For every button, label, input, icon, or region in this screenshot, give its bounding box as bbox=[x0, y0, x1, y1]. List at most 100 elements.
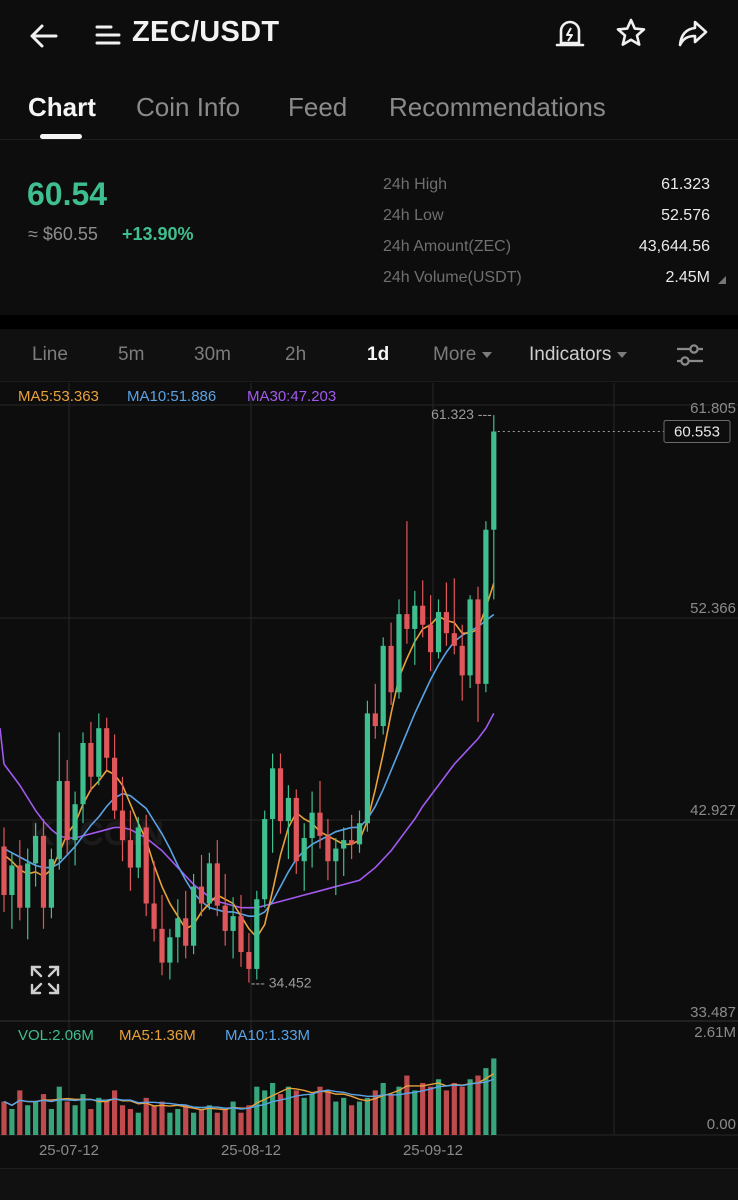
stat-value-24h-high: 61.323 bbox=[661, 176, 710, 193]
candle-down bbox=[17, 865, 23, 908]
pair-title[interactable]: ZEC/USDT bbox=[132, 16, 280, 48]
ma30-line bbox=[3, 712, 495, 909]
interval-2h[interactable]: 2h bbox=[285, 344, 307, 365]
axis-labels: 61.805 52.366 42.927 33.487 2.61M 0.00 25-07-1… bbox=[39, 400, 736, 1159]
tab-feed[interactable]: Feed bbox=[288, 92, 348, 122]
tab-bar: Chart Coin Info Feed Recommendations bbox=[0, 80, 738, 140]
volume-bar bbox=[1, 1101, 7, 1135]
candle-up bbox=[262, 819, 268, 900]
moving-average-lines bbox=[0, 583, 495, 939]
tab-coin-info[interactable]: Coin Info bbox=[136, 92, 241, 122]
tab-chart[interactable]: Chart bbox=[28, 92, 96, 122]
candle-up bbox=[333, 848, 339, 862]
star-icon[interactable] bbox=[614, 16, 648, 50]
chart-settings-icon[interactable] bbox=[675, 340, 705, 370]
candle-down bbox=[404, 614, 410, 629]
stat-value-24h-low: 52.576 bbox=[661, 207, 710, 224]
candle-up bbox=[48, 859, 54, 908]
expand-chart-icon[interactable] bbox=[30, 965, 60, 995]
volume-bar bbox=[341, 1097, 347, 1135]
volume-bar bbox=[119, 1105, 126, 1135]
volume-bar bbox=[317, 1086, 323, 1135]
stat-value-24h-volume: 2.45M bbox=[665, 269, 710, 286]
candle-down bbox=[88, 742, 94, 777]
volume-bar bbox=[262, 1090, 268, 1135]
volume-bar bbox=[183, 1105, 189, 1135]
volume-ma-lines bbox=[3, 1073, 495, 1111]
price-panel: 60.54 ≈ $60.55 +13.90% 24h High 61.323 2… bbox=[0, 150, 738, 315]
price-alert-icon[interactable] bbox=[553, 16, 587, 50]
interval-30m[interactable]: 30m bbox=[194, 344, 231, 365]
candle-down bbox=[428, 624, 434, 653]
candle-down bbox=[443, 612, 449, 634]
active-tab-indicator bbox=[40, 134, 82, 139]
tab-recommendations[interactable]: Recommendations bbox=[389, 92, 606, 122]
back-arrow-icon[interactable] bbox=[26, 18, 62, 54]
volume-bar bbox=[467, 1079, 473, 1135]
candle-up bbox=[25, 863, 31, 908]
volume-ma10-legend-label: MA10:1.33M bbox=[225, 1027, 311, 1044]
volume-bar bbox=[491, 1058, 497, 1135]
candle-up bbox=[72, 804, 78, 841]
candle-up bbox=[254, 899, 260, 969]
menu-icon[interactable] bbox=[95, 22, 121, 48]
candle-up bbox=[9, 865, 15, 896]
indicators-label: Indicators bbox=[529, 344, 612, 365]
candle-down bbox=[420, 605, 426, 625]
date-axis-label: 25-08-12 bbox=[221, 1142, 281, 1159]
candle-up bbox=[191, 886, 197, 946]
interval-1d[interactable]: 1d bbox=[367, 344, 390, 365]
watermark-logo: KUCOIN bbox=[30, 815, 164, 853]
volume-bar bbox=[451, 1082, 457, 1135]
candle-up bbox=[467, 599, 473, 676]
price-axis-label: 61.805 bbox=[690, 400, 736, 417]
more-dropdown[interactable]: More bbox=[433, 344, 493, 366]
volume-bar bbox=[198, 1108, 205, 1135]
candle-up bbox=[96, 728, 102, 777]
ma10-legend: MA10:51.886 bbox=[127, 388, 216, 405]
candlestick-chart[interactable]: KUCOIN 61.805 52.366 42.927 33.487 2.61M 0.00… bbox=[0, 383, 738, 1168]
volume-bar bbox=[356, 1101, 363, 1135]
candle-up bbox=[396, 614, 402, 693]
share-icon[interactable] bbox=[676, 16, 710, 50]
volume-ma5-legend: MA5:1.36M bbox=[119, 1027, 196, 1044]
candle-up bbox=[491, 431, 497, 530]
stat-label-24h-volume: 24h Volume(USDT) bbox=[383, 269, 522, 286]
candle-down bbox=[159, 928, 165, 963]
volume-bar bbox=[72, 1105, 78, 1135]
volume-bar bbox=[325, 1090, 331, 1135]
candle-up bbox=[483, 529, 489, 684]
volume-bar bbox=[191, 1112, 197, 1135]
bottom-bar bbox=[0, 1168, 738, 1200]
candle-up bbox=[206, 863, 212, 904]
volume-bar bbox=[435, 1079, 442, 1135]
candles-layer bbox=[1, 415, 497, 983]
ma5-legend-label: MA5:53.363 bbox=[18, 388, 99, 405]
current-price-tag-box bbox=[663, 419, 731, 443]
candle-up bbox=[80, 742, 86, 805]
volume-bar bbox=[40, 1094, 47, 1135]
volume-bar bbox=[372, 1090, 378, 1135]
volume-bar bbox=[48, 1108, 54, 1135]
date-axis-label: 25-07-12 bbox=[39, 1142, 99, 1159]
candle-down bbox=[317, 812, 323, 836]
candle-down bbox=[388, 645, 394, 693]
volume-axis-label: 0.00 bbox=[707, 1116, 736, 1133]
price-axis-label: 52.366 bbox=[690, 600, 736, 617]
ma30-line-extension bbox=[0, 728, 5, 765]
candle-down bbox=[246, 952, 252, 969]
volume-ma10-line bbox=[3, 1078, 495, 1110]
candle-down bbox=[198, 886, 205, 904]
stat-label-24h-low: 24h Low bbox=[383, 207, 444, 224]
volume-ma5-legend-label: MA5:1.36M bbox=[119, 1027, 196, 1044]
volume-bar bbox=[104, 1101, 110, 1135]
interval-5m[interactable]: 5m bbox=[118, 344, 145, 365]
interval-line[interactable]: Line bbox=[32, 344, 68, 365]
ma10-line bbox=[3, 613, 495, 917]
volume-bar bbox=[404, 1075, 410, 1135]
candle-up bbox=[309, 812, 315, 839]
candle-up bbox=[364, 713, 370, 824]
indicators-dropdown[interactable]: Indicators bbox=[529, 344, 628, 366]
volume-bar bbox=[254, 1086, 260, 1135]
candle-down bbox=[293, 797, 299, 862]
